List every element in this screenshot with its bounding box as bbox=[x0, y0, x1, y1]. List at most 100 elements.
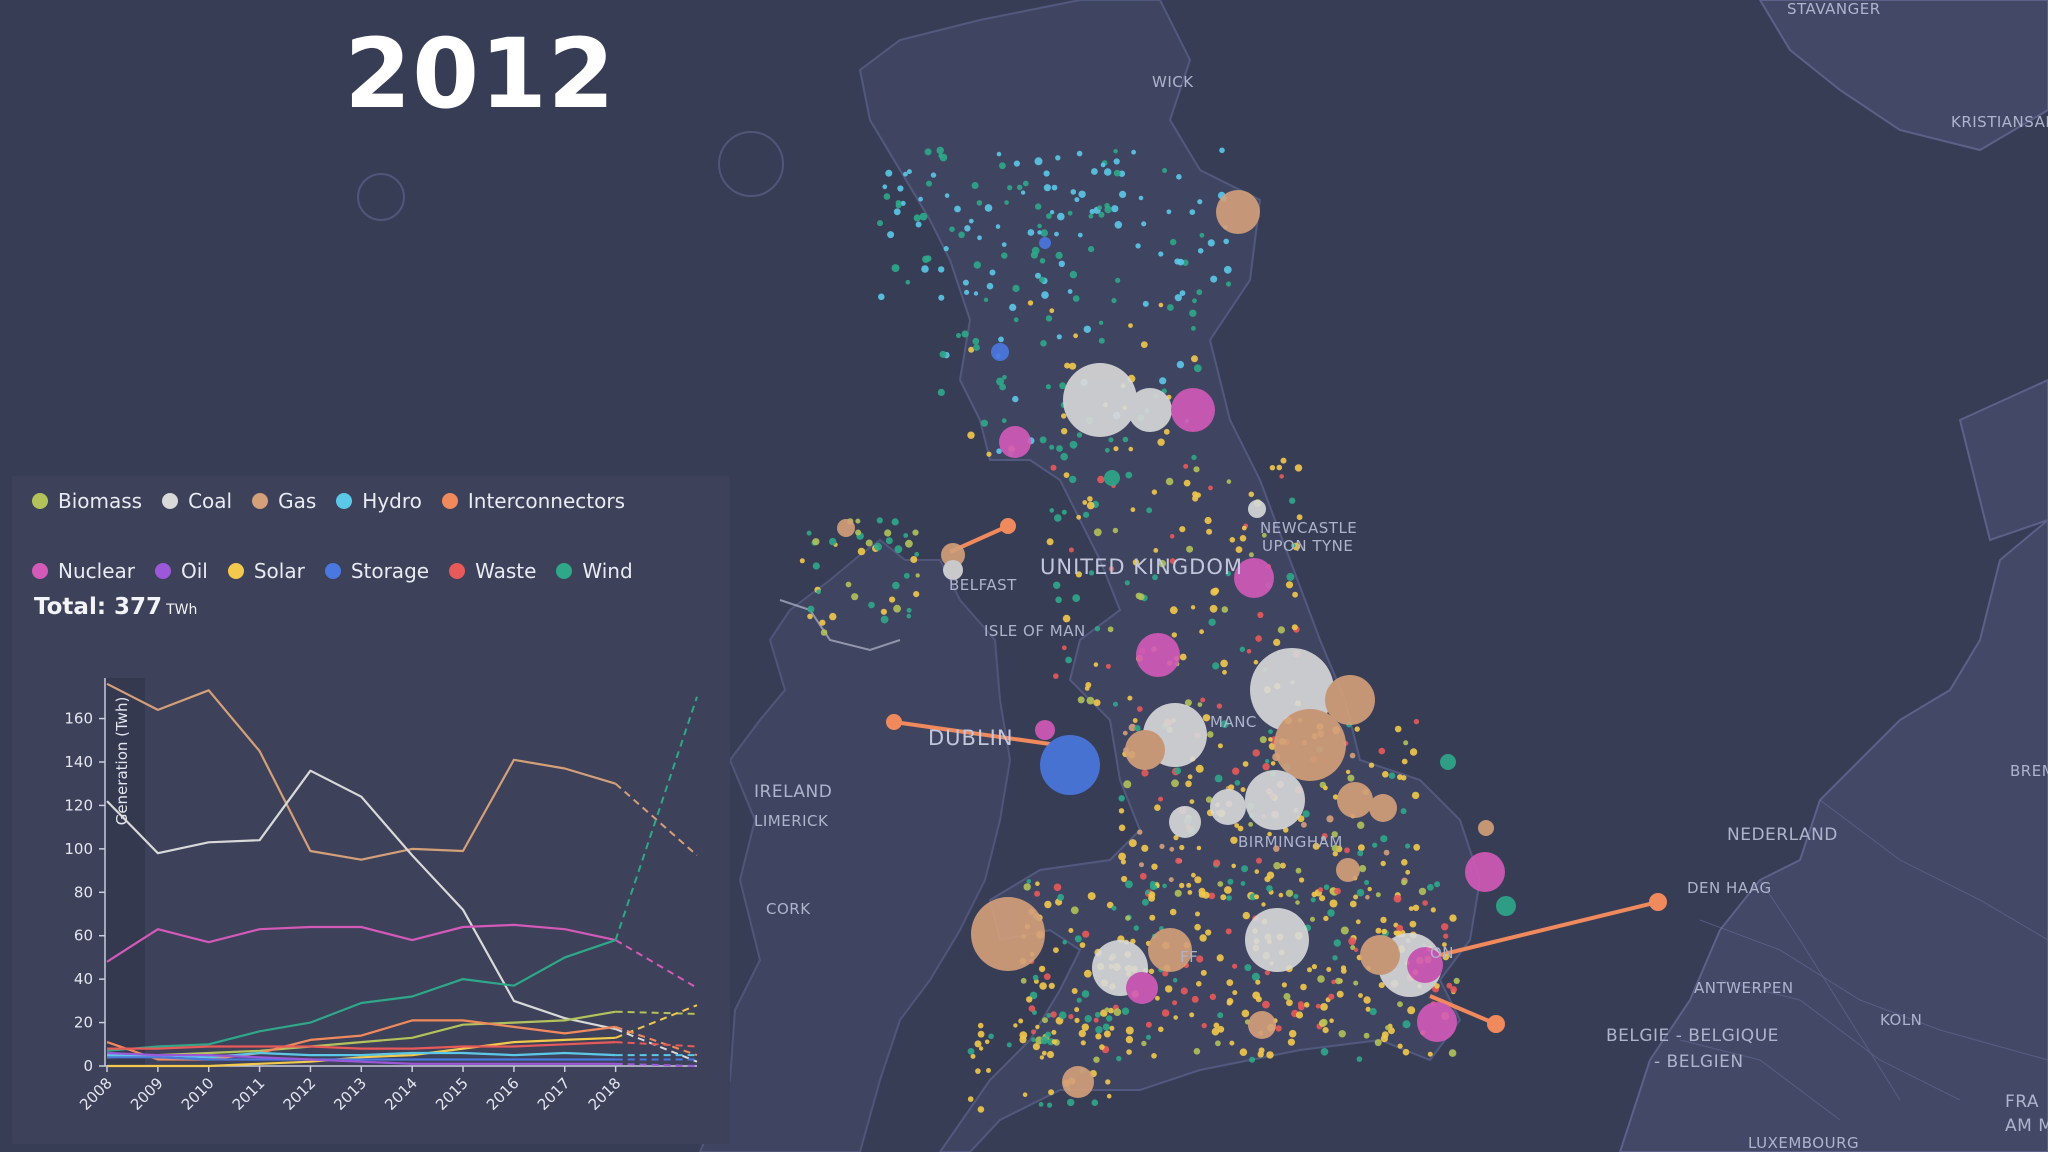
series-projection-oil bbox=[615, 1062, 698, 1067]
legend-swatch bbox=[154, 563, 171, 579]
series-line-solar bbox=[107, 1036, 616, 1068]
map-label-limerick: LIMERICK bbox=[754, 812, 829, 830]
ireland-landmass bbox=[698, 538, 1012, 1152]
x-tick-label: 2014 bbox=[381, 1074, 421, 1114]
norway-landmass bbox=[1758, 0, 2048, 152]
y-tick-label: 20 bbox=[74, 1014, 93, 1032]
map-label-isle-of-man: ISLE OF MAN bbox=[984, 622, 1086, 640]
y-tick-label: 60 bbox=[74, 927, 93, 945]
legend-label: Oil bbox=[180, 559, 208, 583]
y-tick-label: 140 bbox=[64, 753, 93, 771]
map-label-dublin: DUBLIN bbox=[928, 726, 1014, 750]
map-label-koln: KOLN bbox=[1880, 1011, 1923, 1029]
series-line-coal bbox=[106, 769, 616, 1031]
legend-label: Solar bbox=[253, 559, 305, 583]
x-tick-label: 2009 bbox=[127, 1074, 167, 1114]
series-projection-wind bbox=[614, 696, 698, 941]
legend-label: Hydro bbox=[362, 489, 422, 513]
series-line-wind bbox=[106, 939, 616, 1052]
legend-item-gas[interactable]: Gas bbox=[252, 488, 316, 514]
map-label-belgie: BELGIE - BELGIQUE bbox=[1606, 1026, 1779, 1046]
y-tick-label: 80 bbox=[74, 883, 93, 901]
x-tick-label: 2015 bbox=[432, 1074, 472, 1114]
legend-swatch bbox=[336, 493, 353, 509]
total-unit: TWh bbox=[166, 602, 198, 618]
series-projection-biomass bbox=[615, 1010, 698, 1015]
legend: Biomass Coal Gas Hydro Interconnectors Nuclea… bbox=[32, 488, 722, 584]
x-tick-label: 2008 bbox=[76, 1074, 116, 1114]
total-value: 377 bbox=[114, 594, 163, 620]
map-label-stavanger: STAVANGER bbox=[1787, 0, 1881, 18]
series-projection-solar bbox=[615, 1004, 698, 1039]
generation-panel: Biomass Coal Gas Hydro Interconnectors Nuclea… bbox=[12, 476, 730, 1144]
total-prefix: Total: bbox=[34, 594, 115, 620]
legend-item-hydro[interactable]: Hydro bbox=[336, 488, 422, 514]
legend-item-interconnectors[interactable]: Interconnectors bbox=[441, 488, 625, 514]
legend-label: Waste bbox=[475, 559, 537, 583]
legend-item-coal[interactable]: Coal bbox=[162, 488, 232, 514]
x-tick-label: 2010 bbox=[178, 1074, 218, 1114]
series-projection-interconnectors bbox=[615, 1025, 698, 1057]
legend-item-waste[interactable]: Waste bbox=[449, 558, 536, 584]
x-tick-label: 2017 bbox=[534, 1074, 574, 1114]
legend-swatch bbox=[449, 563, 466, 579]
series-line-waste bbox=[107, 1041, 616, 1050]
map-label-luxembourg: LUXEMBOURG bbox=[1748, 1134, 1860, 1152]
legend-item-storage[interactable]: Storage bbox=[324, 558, 430, 584]
legend-label: Gas bbox=[278, 489, 317, 513]
map-label-antwerpen: ANTWERPEN bbox=[1694, 979, 1794, 997]
y-tick-label: 160 bbox=[64, 710, 93, 728]
y-tick-label: 0 bbox=[83, 1057, 93, 1075]
map-label-nederland: NEDERLAND bbox=[1727, 825, 1838, 845]
x-tick-label: 2012 bbox=[280, 1074, 320, 1114]
map-label-bremen: BREM bbox=[2010, 762, 2048, 780]
series-line-nuclear bbox=[106, 923, 616, 963]
x-tick-label: 2018 bbox=[585, 1074, 625, 1114]
map-label-manchester: MANC bbox=[1210, 713, 1257, 731]
series-projection-coal bbox=[615, 1028, 698, 1063]
legend-swatch bbox=[252, 493, 269, 509]
legend-item-nuclear[interactable]: Nuclear bbox=[32, 558, 135, 584]
map-label-birmingham: BIRMINGHAM bbox=[1238, 833, 1343, 851]
legend-swatch bbox=[32, 493, 48, 509]
map-label-newcastle: NEWCASTLE bbox=[1260, 519, 1358, 537]
legend-label: Wind bbox=[582, 559, 633, 583]
map-label-wick: WICK bbox=[1152, 73, 1194, 91]
y-tick-label: 120 bbox=[64, 796, 93, 814]
map-label-london: ON bbox=[1430, 944, 1455, 962]
legend-item-solar[interactable]: Solar bbox=[227, 558, 305, 584]
y-tick-label: 40 bbox=[74, 970, 93, 988]
legend-label: Coal bbox=[188, 489, 233, 513]
series-line-oil bbox=[106, 1051, 616, 1065]
legend-item-biomass[interactable]: Biomass bbox=[32, 488, 142, 514]
map-label-united-kingdom: UNITED KINGDOM bbox=[1040, 555, 1243, 579]
x-tick-label: 2016 bbox=[483, 1074, 523, 1114]
map-label-am-main: AM M bbox=[2005, 1116, 2048, 1136]
plot-left-band bbox=[105, 678, 145, 1066]
y-tick-label: 100 bbox=[64, 840, 93, 858]
legend-swatch bbox=[441, 493, 458, 509]
series-line-storage bbox=[107, 1056, 616, 1061]
series-projection-nuclear bbox=[615, 939, 698, 989]
series-line-gas bbox=[106, 682, 616, 861]
legend-item-oil[interactable]: Oil bbox=[154, 558, 208, 584]
legend-label: Interconnectors bbox=[467, 489, 625, 513]
total-generation: Total: 377 TWh bbox=[34, 594, 197, 620]
map-label-cardiff: FF bbox=[1180, 948, 1199, 966]
legend-swatch bbox=[32, 563, 48, 579]
legend-label: Storage bbox=[350, 559, 430, 583]
map-label-belgien: - BELGIEN bbox=[1654, 1052, 1744, 1072]
power-plant-markers bbox=[837, 190, 1516, 1098]
year-title: 2012 bbox=[344, 18, 616, 130]
legend-swatch bbox=[324, 563, 341, 579]
map-label-ireland: IRELAND bbox=[754, 782, 833, 802]
x-tick-label: 2011 bbox=[229, 1074, 269, 1114]
continent-landmass bbox=[1618, 518, 2048, 1152]
series-line-biomass bbox=[106, 1010, 616, 1059]
map-label-frankfurt: FRA bbox=[2005, 1092, 2040, 1112]
map-label-kristiansand: KRISTIANSAN bbox=[1951, 113, 2048, 131]
series-projection-gas bbox=[614, 782, 698, 857]
legend-item-wind[interactable]: Wind bbox=[556, 558, 633, 584]
x-tick-label: 2013 bbox=[330, 1074, 370, 1114]
map-label-belfast: BELFAST bbox=[949, 576, 1017, 594]
